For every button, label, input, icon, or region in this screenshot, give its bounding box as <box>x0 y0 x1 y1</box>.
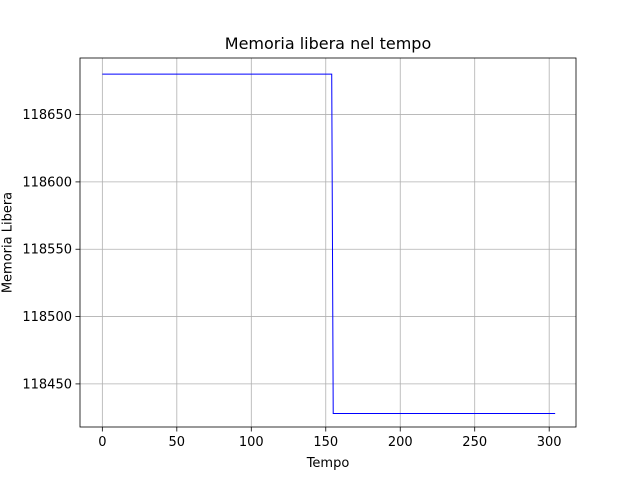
grid-lines <box>80 58 576 427</box>
x-tick-label: 250 <box>462 435 487 450</box>
y-tick-label: 118550 <box>22 243 72 258</box>
x-axis-title: Tempo <box>306 456 350 471</box>
y-tick-label: 118450 <box>22 377 72 392</box>
series-layer <box>102 73 556 415</box>
x-tick-label: 50 <box>169 435 186 450</box>
y-axis-title: Memoria Libera <box>1 192 16 293</box>
chart-title: Memoria libera nel tempo <box>225 34 431 53</box>
x-tick-label: 0 <box>98 435 106 450</box>
series-line <box>102 73 556 415</box>
plot-area-frame <box>79 57 577 428</box>
y-axis-ticks: 118450 118500 118550 118600 118650 <box>22 108 80 392</box>
x-tick-label: 150 <box>313 435 338 450</box>
x-tick-label: 300 <box>537 435 562 450</box>
x-axis-ticks: 0 50 100 150 200 250 300 <box>98 427 562 450</box>
x-tick-label: 200 <box>388 435 413 450</box>
y-tick-label: 118600 <box>22 175 72 190</box>
x-tick-label: 100 <box>239 435 264 450</box>
y-tick-label: 118650 <box>22 108 72 123</box>
y-tick-label: 118500 <box>22 310 72 325</box>
